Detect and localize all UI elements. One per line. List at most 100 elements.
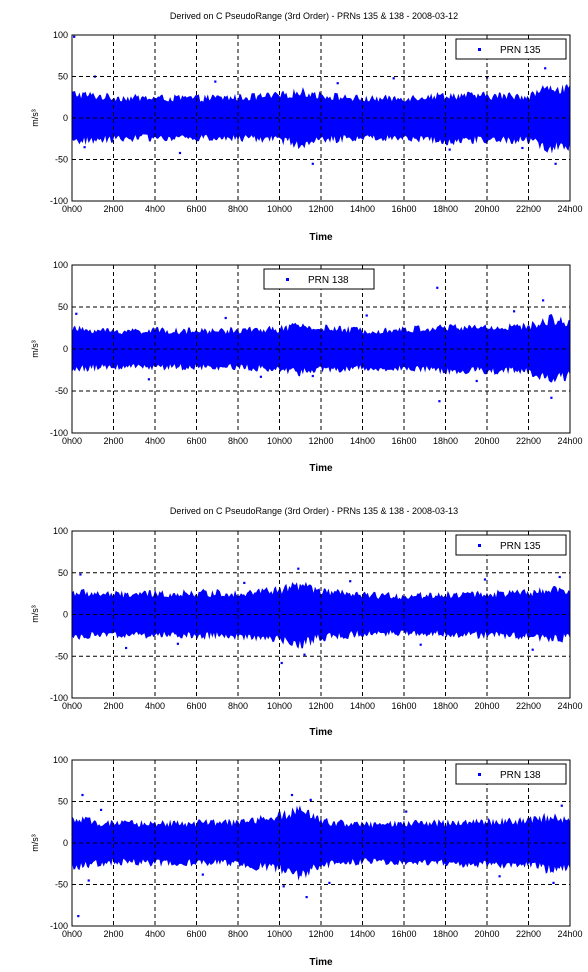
data-point (303, 653, 306, 656)
x-tick-label: 0h00 (62, 204, 82, 214)
legend-label: PRN 138 (308, 275, 349, 286)
data-point (79, 573, 82, 576)
legend-box (455, 38, 567, 60)
data-point (305, 896, 308, 899)
data-point (224, 316, 227, 320)
plot-panel-1: -100 -50 0 50 100 0h00 2h00 4h00 6h00 8h00 10h00 12… (50, 30, 583, 214)
data-point (550, 396, 553, 399)
data-point (349, 580, 352, 583)
x-tick-label: 0h00 (62, 929, 82, 939)
x-tick-label: 6h00 (186, 701, 206, 711)
x-tick-label: 14h00 (350, 701, 375, 711)
x-tick-label: 16h00 (391, 929, 416, 939)
x-tick-label: 16h00 (391, 436, 416, 446)
y-tick-label: -100 (50, 428, 68, 438)
x-axis-label: Time (309, 463, 333, 474)
x-tick-label: 20h00 (474, 929, 499, 939)
data-point (552, 881, 555, 884)
data-point (365, 314, 368, 317)
plot-panel-2: -100 -50 0 50 100 0h00 2h00 4h00 6h00 8h00 10h00 12… (50, 260, 583, 446)
data-point (483, 578, 487, 581)
x-tick-label: 14h00 (350, 436, 375, 446)
data-point (178, 151, 182, 155)
x-tick-label: 8h00 (228, 701, 248, 711)
x-tick-label: 22h00 (516, 701, 541, 711)
data-point (405, 810, 408, 813)
y-tick-label: 50 (58, 797, 68, 807)
y-axis-label: m/s³ (30, 109, 40, 127)
x-tick-label: 12h00 (308, 701, 333, 711)
data-point (336, 82, 339, 85)
data-point (176, 642, 179, 645)
y-tick-label: -100 (50, 921, 68, 931)
data-point (558, 575, 561, 579)
data-point (125, 646, 128, 650)
y-tick-label: 100 (53, 526, 68, 536)
x-tick-label: 22h00 (516, 436, 541, 446)
y-tick-label: 0 (63, 610, 68, 620)
data-point (282, 885, 285, 888)
legend-box (455, 763, 567, 785)
y-tick-label: 50 (58, 568, 68, 578)
x-tick-label: 20h00 (474, 701, 499, 711)
legend-label: PRN 135 (500, 541, 541, 552)
legend: PRN 138 (455, 763, 567, 785)
y-tick-label: -50 (55, 880, 68, 890)
x-tick-label: 2h00 (103, 701, 123, 711)
x-tick-label: 12h00 (308, 204, 333, 214)
x-tick-label: 18h00 (433, 929, 458, 939)
data-point (290, 793, 294, 797)
data-point (73, 35, 76, 38)
data-point (280, 661, 283, 665)
data-point (81, 793, 84, 797)
chart-title: Derived on C PseudoRange (3rd Order) - P… (170, 11, 458, 21)
x-tick-label: 24h00 (557, 701, 582, 711)
y-axis-label: m/s³ (30, 340, 40, 358)
data-point (297, 567, 300, 570)
x-tick-label: 4h00 (145, 204, 165, 214)
x-tick-label: 6h00 (186, 204, 206, 214)
x-axis-label: Time (309, 957, 333, 968)
data-point (531, 648, 534, 651)
data-point (436, 286, 439, 289)
x-tick-label: 22h00 (516, 929, 541, 939)
x-tick-label: 2h00 (103, 929, 123, 939)
data-point (100, 808, 103, 811)
data-point (438, 400, 441, 403)
data-point (77, 915, 80, 918)
y-tick-label: 0 (63, 113, 68, 123)
plot-frame (71, 264, 571, 434)
x-tick-label: 22h00 (516, 204, 541, 214)
legend-marker (478, 773, 481, 776)
x-tick-label: 24h00 (557, 436, 582, 446)
data-point (419, 643, 422, 646)
data-point (542, 299, 545, 302)
x-axis-label: Time (309, 232, 333, 243)
data-point (243, 581, 246, 584)
plot-frame (71, 34, 571, 202)
y-tick-label: -50 (55, 386, 68, 396)
x-tick-label: 24h00 (557, 929, 582, 939)
x-tick-label: 0h00 (62, 701, 82, 711)
legend-label: PRN 138 (500, 770, 541, 781)
x-tick-label: 14h00 (350, 929, 375, 939)
x-tick-label: 20h00 (474, 436, 499, 446)
data-point (513, 310, 516, 313)
y-tick-label: 50 (58, 302, 68, 312)
x-tick-label: 8h00 (228, 436, 248, 446)
data-point (83, 146, 86, 149)
x-tick-label: 24h00 (557, 204, 582, 214)
x-tick-label: 4h00 (145, 701, 165, 711)
x-axis-label: Time (309, 727, 333, 738)
x-tick-label: 4h00 (145, 436, 165, 446)
legend: PRN 135 (455, 534, 567, 556)
x-tick-label: 4h00 (145, 929, 165, 939)
x-tick-label: 2h00 (103, 436, 123, 446)
x-tick-label: 2h00 (103, 204, 123, 214)
x-tick-label: 18h00 (433, 436, 458, 446)
legend-marker (478, 544, 481, 547)
y-tick-label: 50 (58, 72, 68, 82)
data-point (309, 798, 312, 801)
y-tick-label: 100 (53, 260, 68, 270)
data-point (392, 77, 395, 80)
